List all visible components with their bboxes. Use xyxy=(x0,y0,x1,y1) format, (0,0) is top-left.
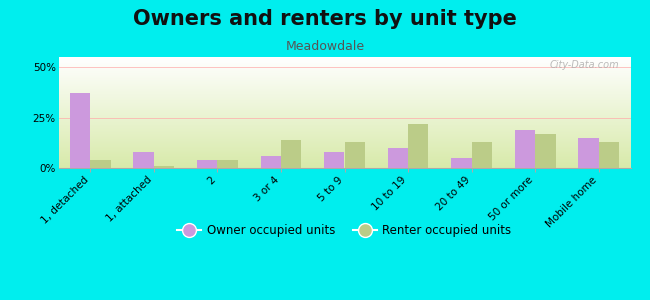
Bar xyxy=(133,152,154,168)
Text: Owners and renters by unit type: Owners and renters by unit type xyxy=(133,9,517,29)
Bar xyxy=(599,142,619,168)
Bar xyxy=(408,124,428,168)
Bar xyxy=(70,93,90,168)
Bar xyxy=(197,160,217,168)
Bar xyxy=(90,160,110,168)
Legend: Owner occupied units, Renter occupied units: Owner occupied units, Renter occupied un… xyxy=(173,220,516,242)
Bar xyxy=(451,158,472,168)
Bar xyxy=(154,166,174,168)
Bar xyxy=(578,138,599,168)
Bar xyxy=(281,140,302,168)
Bar xyxy=(324,152,345,168)
Bar xyxy=(344,142,365,168)
Bar xyxy=(535,134,556,168)
Bar xyxy=(387,148,408,168)
Bar xyxy=(515,130,535,168)
Bar xyxy=(472,142,492,168)
Text: Meadowdale: Meadowdale xyxy=(285,40,365,53)
Bar xyxy=(261,156,281,168)
Bar xyxy=(217,160,238,168)
Text: City-Data.com: City-Data.com xyxy=(549,60,619,70)
